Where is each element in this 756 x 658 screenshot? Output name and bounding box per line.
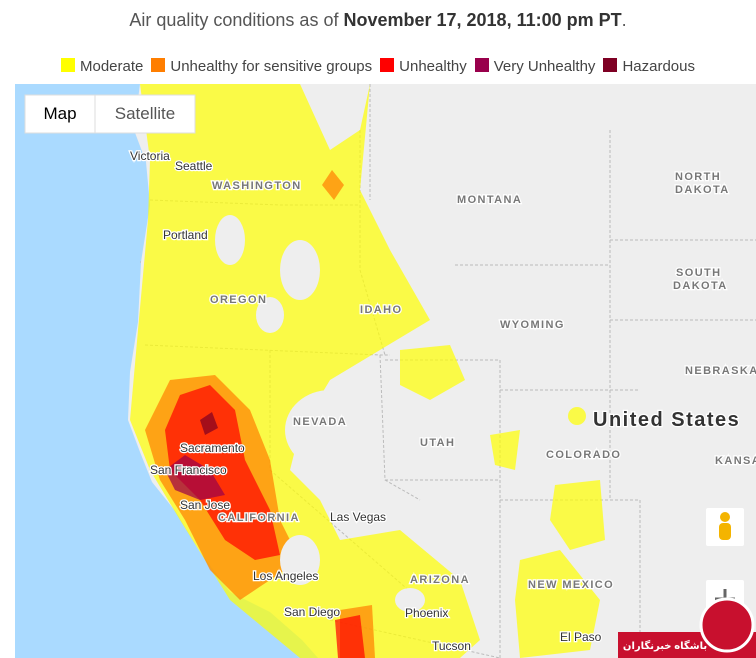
legend-item: Hazardous: [603, 58, 695, 75]
legend-swatch: [603, 58, 618, 72]
state-label: DAKOTA: [675, 184, 730, 196]
legend-swatch: [61, 58, 75, 72]
smoke-area: [165, 455, 225, 500]
labels: Victoria Seattle WASHINGTON Portland OREGON I…: [129, 148, 756, 655]
smoke-area: [550, 480, 605, 550]
smoke-area: [515, 550, 600, 658]
legend-label: Hazardous: [622, 58, 695, 75]
state-label: OREGON: [210, 294, 267, 306]
state-label: SOUTH: [676, 267, 722, 279]
title: Air quality conditions as of November 17…: [0, 10, 756, 31]
state-label: IDAHO: [360, 304, 402, 316]
satellite-button[interactable]: Satellite: [115, 104, 175, 123]
legend-swatch: [474, 58, 489, 72]
legend-item: Very Unhealthy: [474, 58, 596, 75]
state-label: DAKOTA: [673, 280, 728, 292]
legend-item: Moderate: [61, 58, 143, 75]
state-label: UTAH: [420, 437, 455, 449]
state-label: NEVADA: [293, 416, 347, 428]
smoke-area: [335, 615, 365, 658]
smoke-area: [490, 430, 520, 470]
map-area: [15, 84, 756, 658]
city-label: Sacramento: [180, 441, 245, 455]
city-label: Victoria: [130, 149, 170, 163]
smoke-area: [200, 412, 218, 435]
city-label: El Paso: [560, 630, 602, 644]
legend-item: Unhealthy for sensitive groups: [151, 58, 372, 75]
state-label: KANSAS: [715, 455, 756, 467]
clear-patches: [215, 215, 425, 612]
state-label: NEBRASKA: [685, 365, 756, 377]
map-controls: Map Satellite باشگاه خبرنگاران: [24, 94, 756, 658]
legend-label: Very Unhealthy: [493, 58, 596, 75]
map-button[interactable]: Map: [43, 104, 76, 123]
pegman-head: [720, 512, 730, 522]
state-label: CALIFORNIA: [218, 512, 300, 524]
smoke-area: [322, 170, 344, 200]
title-date: November 17, 2018, 11:00 pm PT: [343, 10, 622, 30]
legend-item: Unhealthy: [380, 58, 467, 75]
country-label: United States: [593, 409, 740, 431]
city-label: Portland: [163, 228, 208, 242]
city-label: San Diego: [284, 605, 340, 619]
state-label: ARIZONA: [410, 574, 470, 586]
legend-swatch: [151, 58, 166, 72]
state-label: WYOMING: [500, 319, 565, 331]
ocean: [15, 84, 318, 658]
map-type-box: [24, 94, 196, 134]
state-label: NEW MEXICO: [528, 579, 614, 591]
pegman-body: [719, 523, 731, 540]
city-label: Seattle: [175, 159, 213, 173]
smoke-area: [165, 385, 280, 560]
title-text: .: [621, 10, 627, 30]
watermark-logo: [699, 597, 755, 653]
city-label: San Jose: [180, 498, 230, 512]
city-label: Tucson: [432, 639, 471, 653]
city-label: Las Vegas: [330, 510, 386, 524]
city-label: Phoenix: [405, 606, 448, 620]
legend-label: Moderate: [80, 58, 144, 75]
state-label: COLORADO: [546, 449, 621, 461]
smoke-area: [400, 345, 465, 400]
legend-swatch: [380, 58, 395, 72]
legend-label: Unhealthy for sensitive groups: [170, 58, 373, 75]
city-label: Los Angeles: [253, 569, 318, 583]
watermark: باشگاه خبرنگاران: [623, 639, 707, 652]
smoke-area: [568, 407, 586, 425]
legend: Moderate Unhealthy for sensitive groups Un…: [0, 58, 756, 75]
state-label: WASHINGTON: [212, 180, 302, 192]
state-label: MONTANA: [457, 194, 522, 206]
title-text: Air quality conditions as of: [129, 10, 344, 30]
legend-label: Unhealthy: [399, 58, 467, 75]
state-label: NORTH: [675, 171, 721, 183]
city-label: San Francisco: [150, 463, 227, 477]
